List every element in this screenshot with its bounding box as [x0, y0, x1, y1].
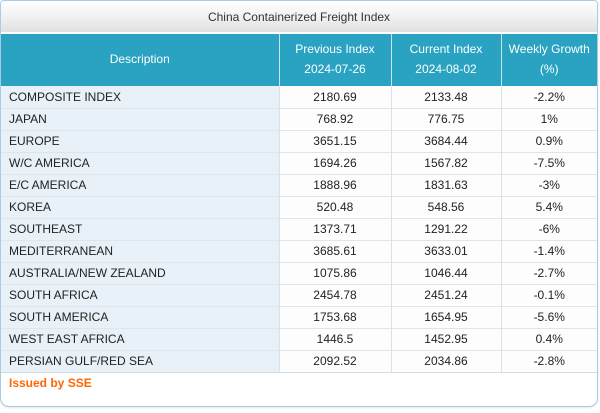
row-description: WEST EAST AFRICA [1, 327, 279, 350]
row-description: W/C AMERICA [1, 151, 279, 174]
row-description: COMPOSITE INDEX [1, 86, 279, 108]
row-weekly-growth: 5.4% [500, 195, 597, 218]
row-description: AUSTRALIA/NEW ZEALAND [1, 261, 279, 284]
row-previous-index: 520.48 [278, 195, 391, 218]
table-row: AUSTRALIA/NEW ZEALAND 1075.86 1046.44 -2… [1, 261, 597, 284]
row-current-index: 2451.24 [390, 283, 501, 306]
column-header-previous-index: Previous Index 2024-07-26 [278, 34, 391, 86]
row-description: KOREA [1, 195, 279, 218]
table-row: KOREA 520.48 548.56 5.4% [1, 195, 597, 218]
row-description: EUROPE [1, 129, 279, 152]
page-title: China Containerized Freight Index [207, 9, 391, 24]
row-description: SOUTH AMERICA [1, 305, 279, 328]
row-current-index: 2133.48 [390, 86, 501, 108]
footer: Issued by SSE [1, 372, 597, 393]
table-row: W/C AMERICA 1694.26 1567.82 -7.5% [1, 151, 597, 174]
row-previous-index: 1694.26 [278, 151, 391, 174]
row-current-index: 2034.86 [390, 349, 501, 372]
table-row: SOUTHEAST 1373.71 1291.22 -6% [1, 217, 597, 240]
row-previous-index: 768.92 [278, 107, 391, 130]
row-current-index: 1831.63 [390, 173, 501, 196]
title-bar: China Containerized Freight Index [1, 1, 597, 34]
row-weekly-growth: -5.6% [500, 305, 597, 328]
column-header-weekly-growth: Weekly Growth (%) [500, 34, 597, 86]
row-weekly-growth: -3% [500, 173, 597, 196]
row-current-index: 3684.44 [390, 129, 501, 152]
row-weekly-growth: 0.4% [500, 327, 597, 350]
table-row: COMPOSITE INDEX 2180.69 2133.48 -2.2% [1, 86, 597, 108]
row-weekly-growth: -2.7% [500, 261, 597, 284]
row-weekly-growth: -0.1% [500, 283, 597, 306]
row-description: JAPAN [1, 107, 279, 130]
row-previous-index: 1753.68 [278, 305, 391, 328]
row-weekly-growth: -2.8% [500, 349, 597, 372]
row-current-index: 548.56 [390, 195, 501, 218]
row-previous-index: 1446.5 [278, 327, 391, 350]
row-current-index: 1452.95 [390, 327, 501, 350]
table-row: JAPAN 768.92 776.75 1% [1, 107, 597, 130]
row-description: SOUTHEAST [1, 217, 279, 240]
row-weekly-growth: 0.9% [500, 129, 597, 152]
row-previous-index: 1075.86 [278, 261, 391, 284]
row-current-index: 3633.01 [390, 239, 501, 262]
row-previous-index: 2454.78 [278, 283, 391, 306]
row-weekly-growth: -6% [500, 217, 597, 240]
row-description: PERSIAN GULF/RED SEA [1, 349, 279, 372]
table-row: SOUTH AMERICA 1753.68 1654.95 -5.6% [1, 305, 597, 328]
row-weekly-growth: -2.2% [500, 86, 597, 108]
row-previous-index: 3685.61 [278, 239, 391, 262]
row-previous-index: 1888.96 [278, 173, 391, 196]
table-row: EUROPE 3651.15 3684.44 0.9% [1, 129, 597, 152]
table-row: PERSIAN GULF/RED SEA 2092.52 2034.86 -2.… [1, 349, 597, 372]
table-body: COMPOSITE INDEX 2180.69 2133.48 -2.2% JA… [1, 86, 597, 372]
row-previous-index: 3651.15 [278, 129, 391, 152]
row-weekly-growth: -7.5% [500, 151, 597, 174]
row-current-index: 1046.44 [390, 261, 501, 284]
row-weekly-growth: 1% [500, 107, 597, 130]
table-header-row: Description Previous Index 2024-07-26 Cu… [1, 34, 597, 86]
column-header-description: Description [1, 34, 279, 86]
row-current-index: 1567.82 [390, 151, 501, 174]
table-row: E/C AMERICA 1888.96 1831.63 -3% [1, 173, 597, 196]
issued-by-label: Issued by SSE [9, 376, 92, 390]
column-header-current-index: Current Index 2024-08-02 [390, 34, 501, 86]
table-row: MEDITERRANEAN 3685.61 3633.01 -1.4% [1, 239, 597, 262]
row-current-index: 1654.95 [390, 305, 501, 328]
row-description: SOUTH AFRICA [1, 283, 279, 306]
table-row: WEST EAST AFRICA 1446.5 1452.95 0.4% [1, 327, 597, 350]
row-previous-index: 1373.71 [278, 217, 391, 240]
freight-index-table: Description Previous Index 2024-07-26 Cu… [1, 34, 597, 372]
row-previous-index: 2092.52 [278, 349, 391, 372]
row-description: MEDITERRANEAN [1, 239, 279, 262]
row-current-index: 1291.22 [390, 217, 501, 240]
row-previous-index: 2180.69 [278, 86, 391, 108]
row-weekly-growth: -1.4% [500, 239, 597, 262]
row-description: E/C AMERICA [1, 173, 279, 196]
table-row: SOUTH AFRICA 2454.78 2451.24 -0.1% [1, 283, 597, 306]
row-current-index: 776.75 [390, 107, 501, 130]
